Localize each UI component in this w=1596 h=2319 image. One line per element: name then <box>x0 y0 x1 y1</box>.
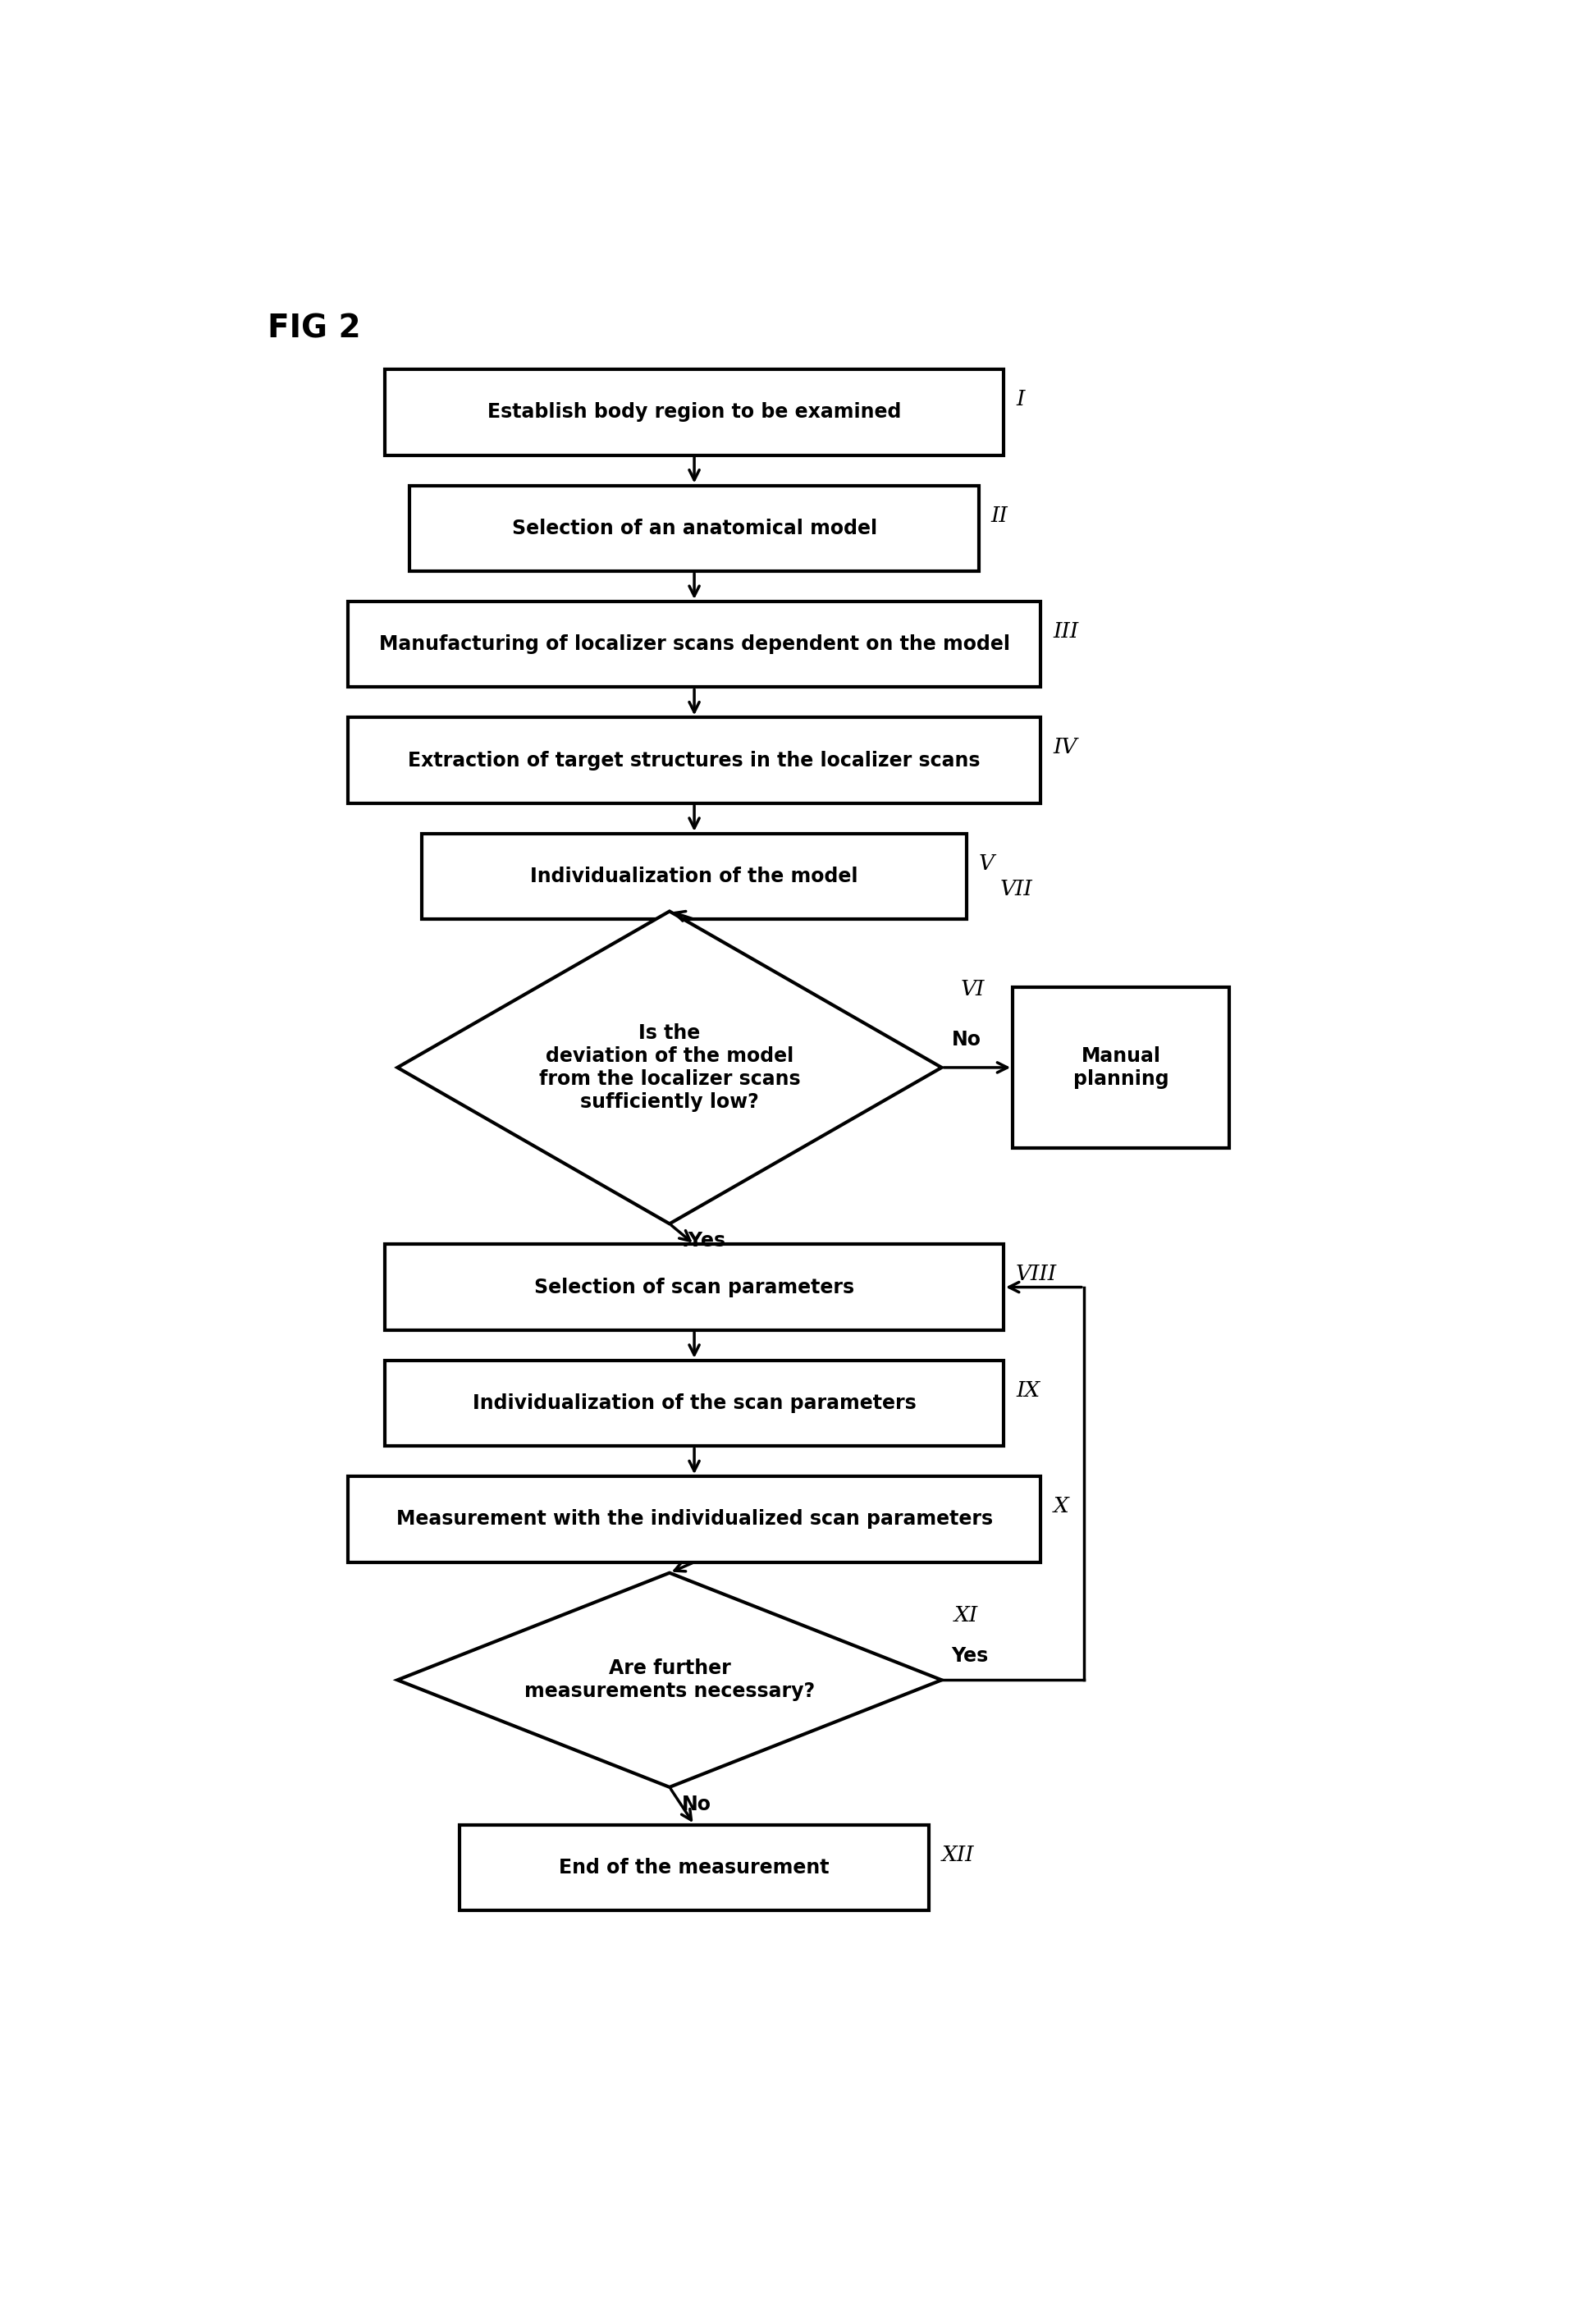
Text: II: II <box>991 506 1009 526</box>
Text: IV: IV <box>1053 737 1077 758</box>
Text: Selection of an anatomical model: Selection of an anatomical model <box>512 519 876 538</box>
Text: Yes: Yes <box>951 1646 988 1665</box>
FancyBboxPatch shape <box>385 369 1004 455</box>
Text: Are further
measurements necessary?: Are further measurements necessary? <box>523 1658 816 1702</box>
Text: Individualization of the scan parameters: Individualization of the scan parameters <box>472 1394 916 1412</box>
Polygon shape <box>397 1572 942 1788</box>
FancyBboxPatch shape <box>1013 988 1229 1148</box>
Text: Measurement with the individualized scan parameters: Measurement with the individualized scan… <box>396 1510 993 1528</box>
Text: XII: XII <box>942 1844 974 1864</box>
FancyBboxPatch shape <box>421 833 966 918</box>
Text: Selection of scan parameters: Selection of scan parameters <box>535 1278 854 1296</box>
Text: FIG 2: FIG 2 <box>268 313 361 343</box>
Text: I: I <box>1015 390 1025 410</box>
Text: XI: XI <box>954 1605 978 1626</box>
Text: VII: VII <box>1001 879 1033 900</box>
FancyBboxPatch shape <box>348 717 1041 802</box>
Text: Is the
deviation of the model
from the localizer scans
sufficiently low?: Is the deviation of the model from the l… <box>539 1023 800 1111</box>
Text: Manual
planning: Manual planning <box>1073 1046 1168 1090</box>
Text: IX: IX <box>1015 1380 1039 1401</box>
Text: End of the measurement: End of the measurement <box>559 1858 830 1878</box>
FancyBboxPatch shape <box>385 1245 1004 1331</box>
Text: V: V <box>978 853 994 874</box>
Text: VI: VI <box>961 979 985 999</box>
Text: No: No <box>681 1795 712 1813</box>
FancyBboxPatch shape <box>410 485 978 570</box>
Text: Establish body region to be examined: Establish body region to be examined <box>487 404 902 422</box>
FancyBboxPatch shape <box>385 1361 1004 1447</box>
Text: Individualization of the model: Individualization of the model <box>530 867 859 886</box>
Text: .Yes: .Yes <box>681 1231 726 1250</box>
Text: III: III <box>1053 621 1079 642</box>
FancyBboxPatch shape <box>460 1825 929 1911</box>
Text: VIII: VIII <box>1015 1264 1057 1285</box>
Polygon shape <box>397 911 942 1224</box>
FancyBboxPatch shape <box>348 601 1041 686</box>
FancyBboxPatch shape <box>348 1477 1041 1563</box>
Text: X: X <box>1053 1496 1068 1517</box>
Text: Manufacturing of localizer scans dependent on the model: Manufacturing of localizer scans depende… <box>378 635 1010 654</box>
Text: No: No <box>951 1030 982 1051</box>
Text: Extraction of target structures in the localizer scans: Extraction of target structures in the l… <box>409 751 980 770</box>
